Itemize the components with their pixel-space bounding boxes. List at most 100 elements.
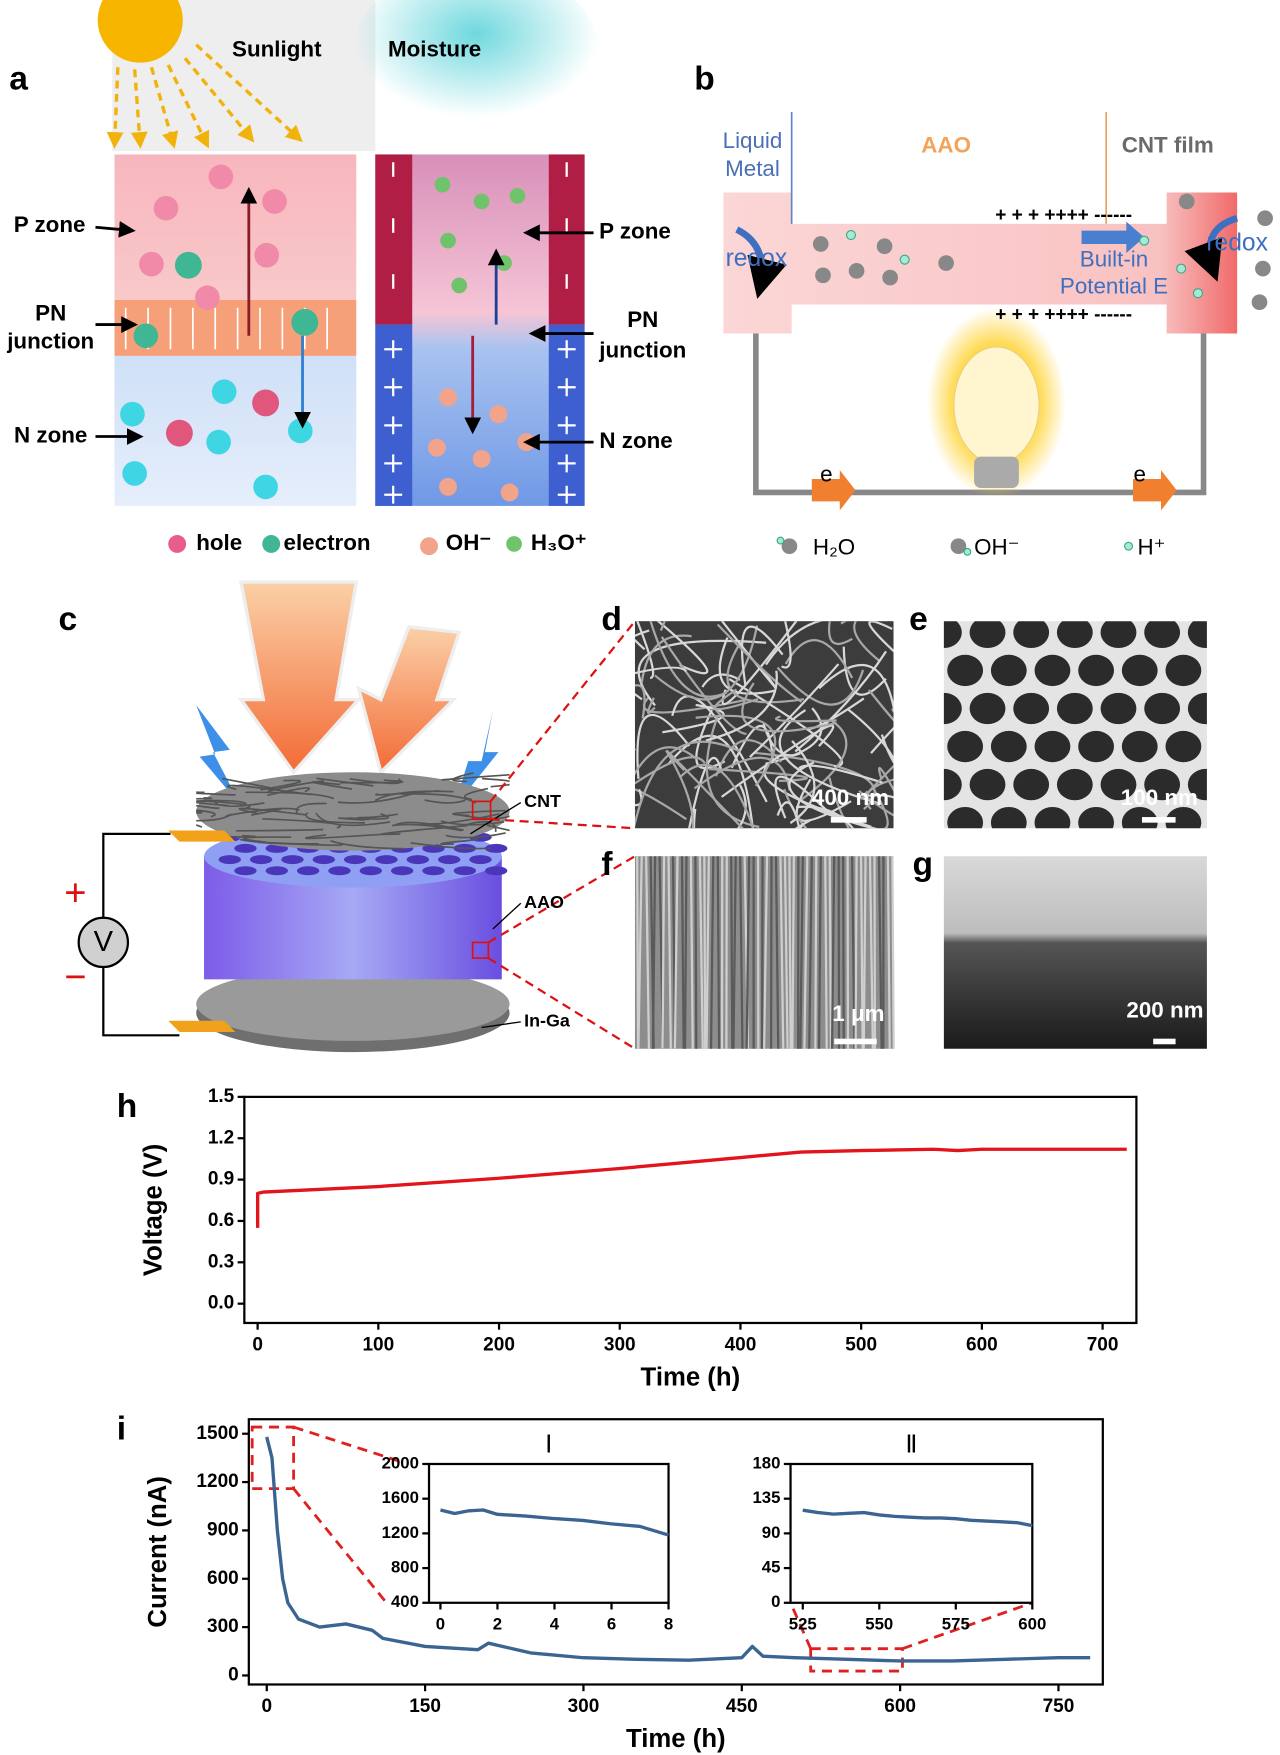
pore	[1187, 692, 1207, 725]
pore	[390, 866, 414, 876]
x-tick-label: 8	[664, 1615, 673, 1634]
top-contact	[168, 830, 236, 842]
moisture-label: Moisture	[388, 36, 481, 61]
fiber	[818, 663, 894, 713]
fiber	[741, 682, 837, 733]
fiber	[392, 823, 463, 832]
pore	[359, 866, 383, 876]
field-label: Potential E	[1060, 274, 1168, 299]
pore	[1013, 692, 1050, 725]
scale-label: 200 nm	[1126, 998, 1203, 1023]
fiber	[634, 746, 698, 776]
inset-title: Ⅰ	[545, 1432, 552, 1459]
panel-label: h	[117, 1088, 138, 1125]
fiber	[295, 802, 327, 814]
fiber	[720, 621, 777, 689]
y-tick-label: 180	[752, 1453, 780, 1472]
legend-label: H₃O⁺	[531, 530, 587, 555]
x-tick-label: 600	[884, 1696, 916, 1717]
voltmeter	[77, 916, 130, 969]
channel	[799, 856, 804, 1049]
zoom-lines	[487, 620, 636, 1050]
fiber	[774, 715, 837, 723]
aao-label: AAO	[524, 892, 564, 912]
voltmeter-label: V	[94, 926, 114, 958]
sem-e-pores	[943, 621, 1268, 838]
channel	[842, 856, 845, 1049]
fiber	[196, 799, 247, 805]
y-tick-label: 0.9	[208, 1169, 234, 1190]
x-tick-label: 2	[493, 1615, 502, 1634]
sem-panels	[634, 621, 1268, 1049]
legend-label: H₂O	[813, 534, 855, 559]
x-tick-label: 500	[845, 1334, 877, 1355]
fiber	[795, 805, 854, 829]
channel	[830, 856, 836, 1049]
fiber	[440, 838, 479, 845]
hole-icon	[168, 535, 187, 553]
in-ga-top	[196, 967, 510, 1041]
moisture-cloud	[352, 0, 600, 135]
channel	[667, 856, 672, 1049]
fiber	[720, 724, 835, 798]
zoom-box-cnt	[471, 800, 492, 821]
legend-label: electron	[284, 530, 371, 555]
pore	[1165, 730, 1202, 763]
x-tick-label: 300	[604, 1334, 636, 1355]
sem-f-channels	[636, 856, 895, 1049]
pore	[990, 654, 1027, 687]
fiber	[482, 777, 510, 788]
fiber	[776, 666, 865, 706]
sun-rays	[106, 43, 303, 149]
pore	[1034, 806, 1071, 829]
spark-1	[196, 705, 241, 806]
fiber	[847, 708, 894, 762]
fiber	[196, 810, 204, 814]
pore	[1232, 693, 1268, 724]
channel	[703, 856, 707, 1049]
channel	[698, 856, 704, 1049]
leader-lines	[470, 801, 522, 1029]
panel-a	[95, 0, 600, 556]
y-tick-label: 300	[207, 1616, 239, 1637]
fiber	[243, 836, 292, 843]
channel	[859, 856, 864, 1049]
fiber	[349, 777, 402, 785]
legend-label: OH⁻	[974, 534, 1019, 559]
fiber	[634, 740, 741, 828]
fiber	[634, 788, 643, 807]
pore	[943, 768, 962, 801]
pore	[1209, 807, 1245, 838]
x-axis-label: Time (h)	[626, 1725, 726, 1753]
zoom-box-aao	[471, 941, 490, 959]
pore	[1100, 692, 1137, 725]
pore	[1056, 768, 1093, 801]
y-tick-label: 1200	[196, 1471, 238, 1492]
fiber	[305, 832, 393, 840]
y-tick-label: 1200	[382, 1523, 419, 1542]
channel	[730, 856, 734, 1049]
channel	[808, 856, 813, 1049]
pore	[1187, 621, 1207, 649]
pore	[1034, 730, 1071, 763]
channel	[661, 856, 666, 1049]
bulb-base	[974, 456, 1019, 488]
channel	[783, 856, 789, 1049]
metal-label: Liquid	[723, 128, 783, 153]
x-tick-label: 450	[726, 1696, 758, 1717]
pore	[218, 855, 241, 865]
pore	[1165, 806, 1202, 829]
y-tick-label: 800	[391, 1558, 419, 1577]
channel	[850, 856, 856, 1049]
channel	[862, 856, 867, 1049]
fiber	[860, 764, 894, 800]
inset-title: Ⅱ	[905, 1432, 917, 1459]
fiber	[798, 764, 883, 784]
fiber	[868, 621, 894, 653]
pore	[234, 843, 257, 853]
channel	[651, 856, 657, 1049]
p-zone	[114, 154, 357, 300]
y-tick-label: 1.2	[208, 1127, 234, 1148]
fiber	[634, 748, 637, 751]
fiber	[636, 713, 691, 779]
